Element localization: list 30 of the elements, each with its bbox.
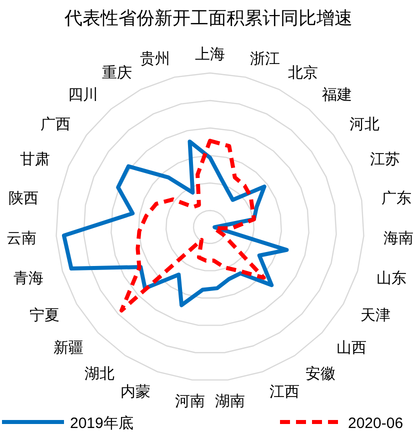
spoke-label: 甘肃 [20,150,50,168]
spoke-label: 海南 [384,229,414,248]
spoke-label: 山东 [376,268,407,287]
spoke-label: 宁夏 [29,306,60,324]
spoke-label: 河北 [350,115,380,134]
spoke-label: 云南 [6,229,36,248]
spoke-label: 河南 [174,392,205,410]
spoke-label: 浙江 [250,50,280,68]
spoke-label: 山西 [336,338,367,356]
spoke-label: 新疆 [53,338,84,356]
spoke-label: 贵州 [140,50,170,68]
spoke-label: 福建 [322,86,352,104]
legend-label: 2019年底 [70,415,134,432]
spoke-label: 天津 [360,306,391,324]
spoke-label: 北京 [288,64,318,82]
spoke-label: 江西 [270,382,300,401]
spoke-label: 江苏 [370,150,400,168]
spoke-label: 四川 [68,86,98,104]
spoke-label: 陕西 [8,188,39,207]
spoke-label: 广西 [40,115,70,134]
spoke-label: 青海 [13,268,44,287]
chart-title: 代表性省份新开工面积累计同比增速 [64,8,352,29]
spoke-label: 安徽 [306,364,336,382]
spoke-label: 上海 [195,45,225,63]
spoke-label: 湖北 [84,364,114,382]
legend-label: 2020-06 [348,415,404,432]
spoke-label: 湖南 [215,392,246,410]
spoke-label: 内蒙 [120,382,150,401]
spoke-label: 广东 [381,188,412,207]
spoke-label: 重庆 [102,64,132,82]
